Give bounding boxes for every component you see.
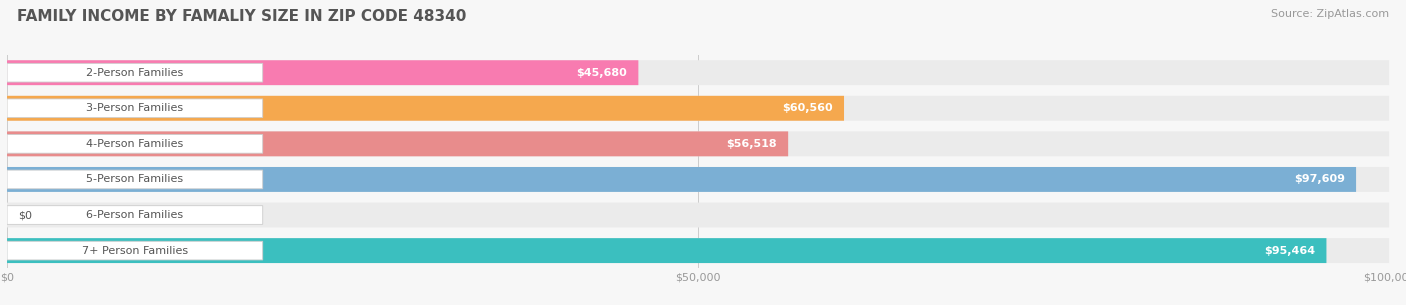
Text: 7+ Person Families: 7+ Person Families [82, 246, 188, 256]
FancyBboxPatch shape [7, 170, 263, 189]
FancyBboxPatch shape [7, 96, 1389, 121]
FancyBboxPatch shape [7, 131, 1389, 156]
FancyBboxPatch shape [7, 99, 263, 118]
FancyBboxPatch shape [7, 96, 844, 121]
FancyBboxPatch shape [7, 60, 1389, 85]
FancyBboxPatch shape [7, 203, 1389, 228]
Text: $97,609: $97,609 [1294, 174, 1346, 185]
Text: $95,464: $95,464 [1264, 246, 1316, 256]
FancyBboxPatch shape [7, 241, 263, 260]
Text: 6-Person Families: 6-Person Families [86, 210, 183, 220]
Text: $60,560: $60,560 [782, 103, 832, 113]
Text: $56,518: $56,518 [727, 139, 778, 149]
Text: 5-Person Families: 5-Person Families [86, 174, 183, 185]
FancyBboxPatch shape [7, 135, 263, 153]
FancyBboxPatch shape [7, 238, 1326, 263]
FancyBboxPatch shape [7, 63, 263, 82]
FancyBboxPatch shape [7, 167, 1355, 192]
FancyBboxPatch shape [7, 206, 263, 224]
Text: Source: ZipAtlas.com: Source: ZipAtlas.com [1271, 9, 1389, 19]
Text: $45,680: $45,680 [576, 68, 627, 78]
FancyBboxPatch shape [7, 167, 1389, 192]
Text: 4-Person Families: 4-Person Families [86, 139, 184, 149]
Text: $0: $0 [18, 210, 32, 220]
FancyBboxPatch shape [7, 238, 1389, 263]
Text: 2-Person Families: 2-Person Families [86, 68, 184, 78]
Text: FAMILY INCOME BY FAMALIY SIZE IN ZIP CODE 48340: FAMILY INCOME BY FAMALIY SIZE IN ZIP COD… [17, 9, 467, 24]
Text: 3-Person Families: 3-Person Families [86, 103, 183, 113]
FancyBboxPatch shape [7, 131, 789, 156]
FancyBboxPatch shape [7, 60, 638, 85]
